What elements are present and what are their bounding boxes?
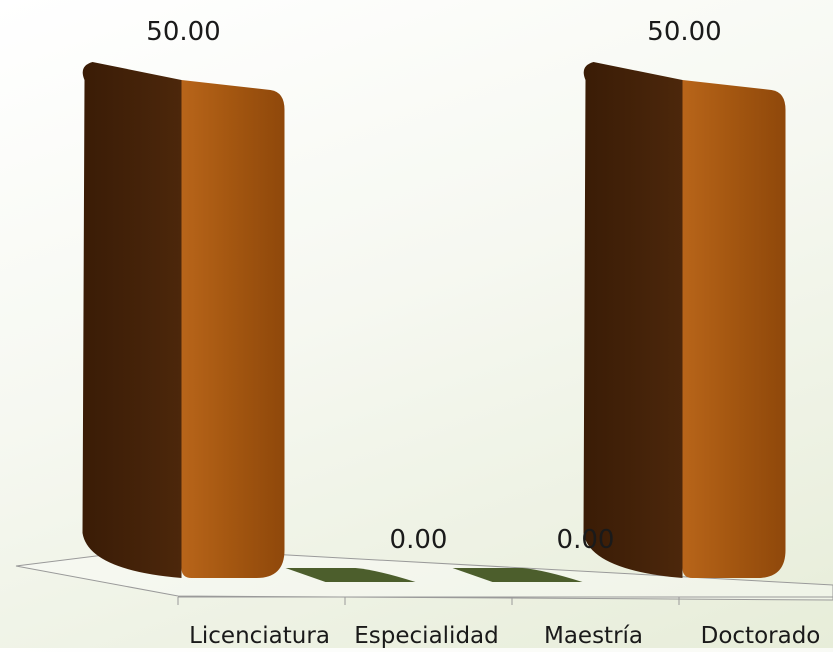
bars-group (82, 62, 786, 582)
data-label: 0.00 (390, 525, 448, 555)
bar (285, 568, 416, 582)
x-tick-label: Doctorado (701, 623, 821, 648)
x-tick-label: Especialidad (354, 623, 498, 648)
bar-side (583, 62, 683, 578)
bar-side (82, 62, 182, 578)
labels-group: 50.00 Licenciatura 0.00 Especialidad 0.00 Mae… (146, 17, 821, 649)
data-label: 50.00 (647, 17, 721, 47)
data-label: 0.00 (557, 525, 615, 555)
bar (682, 80, 786, 578)
data-label: 50.00 (146, 17, 220, 47)
bar (181, 80, 285, 578)
x-tick-label: Maestría (544, 623, 643, 648)
bar (452, 568, 583, 582)
x-tick-label: Licenciatura (189, 623, 330, 648)
